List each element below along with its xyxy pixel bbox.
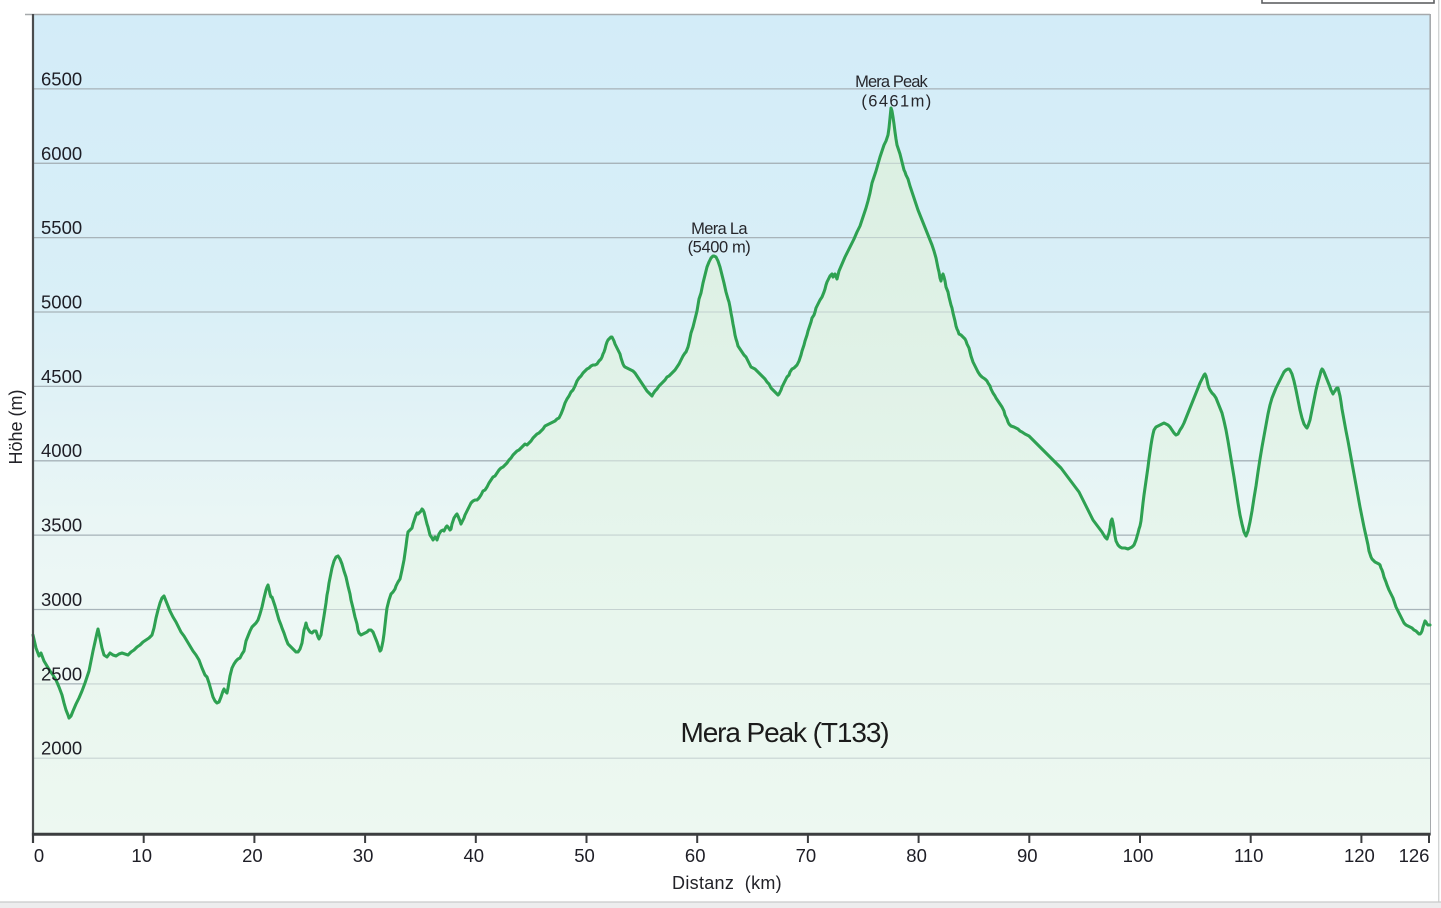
- svg-text:6500: 6500: [41, 68, 82, 89]
- svg-text:30: 30: [353, 845, 374, 866]
- svg-text:Mera Peak: Mera Peak: [855, 73, 928, 91]
- svg-text:6000: 6000: [41, 143, 82, 164]
- svg-text:(6461m): (6461m): [861, 93, 932, 111]
- svg-text:Mera La: Mera La: [691, 220, 748, 238]
- svg-text:Höhe (m): Höhe (m): [6, 389, 26, 464]
- svg-text:4000: 4000: [41, 440, 82, 461]
- svg-text:50: 50: [574, 845, 595, 866]
- svg-text:70: 70: [796, 845, 817, 866]
- svg-text:100: 100: [1123, 845, 1154, 866]
- svg-text:20: 20: [242, 845, 263, 866]
- svg-text:80: 80: [906, 845, 927, 866]
- svg-text:90: 90: [1017, 845, 1038, 866]
- svg-text:120: 120: [1344, 845, 1375, 866]
- svg-text:(5400 m): (5400 m): [688, 239, 751, 257]
- svg-text:5000: 5000: [41, 292, 82, 313]
- svg-text:4500: 4500: [41, 366, 82, 387]
- svg-text:3500: 3500: [41, 515, 82, 536]
- svg-text:Distanz (km): Distanz (km): [672, 873, 782, 893]
- svg-text:0: 0: [34, 845, 44, 866]
- svg-text:40: 40: [464, 845, 485, 866]
- svg-text:10: 10: [131, 845, 152, 866]
- svg-text:2500: 2500: [41, 663, 82, 684]
- svg-text:Mera Peak (T133): Mera Peak (T133): [680, 717, 888, 748]
- svg-text:3000: 3000: [41, 589, 82, 610]
- svg-text:5500: 5500: [41, 217, 82, 238]
- svg-text:60: 60: [685, 845, 706, 866]
- svg-text:110: 110: [1234, 845, 1264, 866]
- svg-text:126: 126: [1399, 845, 1430, 866]
- svg-text:2000: 2000: [41, 738, 82, 759]
